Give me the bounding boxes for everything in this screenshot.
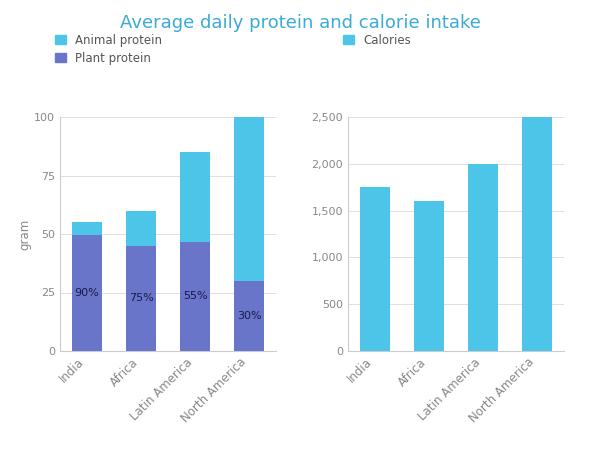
Text: 90%: 90% [74, 288, 100, 298]
Bar [360, 187, 390, 351]
Legend: Calories: Calories [343, 34, 411, 47]
Bar [180, 242, 210, 351]
Text: 55%: 55% [182, 291, 208, 302]
Text: 30%: 30% [236, 311, 262, 321]
Bar [180, 152, 210, 242]
Bar [414, 201, 444, 351]
Bar [72, 222, 102, 235]
Text: 75%: 75% [128, 293, 154, 303]
Bar [468, 164, 498, 351]
Bar [126, 246, 156, 351]
Bar [522, 117, 552, 351]
Y-axis label: gram: gram [19, 218, 31, 250]
Text: Average daily protein and calorie intake: Average daily protein and calorie intake [119, 14, 481, 32]
Bar [72, 235, 102, 351]
Legend: Animal protein, Plant protein: Animal protein, Plant protein [55, 34, 162, 65]
Bar [234, 117, 264, 281]
Bar [234, 281, 264, 351]
Bar [126, 211, 156, 246]
